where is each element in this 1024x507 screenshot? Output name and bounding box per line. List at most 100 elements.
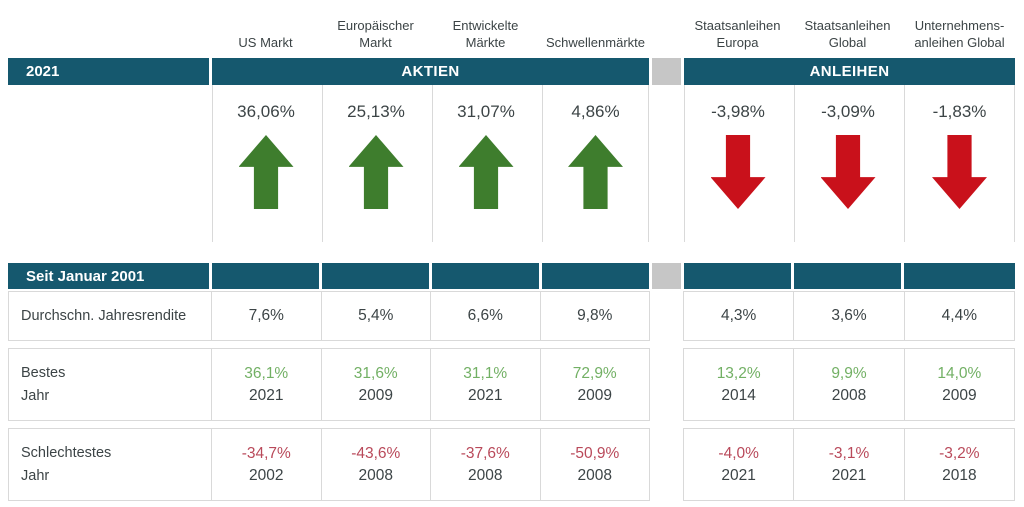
avg-value: 4,4% [941, 307, 977, 324]
section-divider [652, 263, 681, 289]
avg-return-europaeischer-markt: 5,4% [320, 292, 431, 340]
worst-year-unternehmensanleihen-global: -3,2% 2018 [903, 429, 1014, 500]
worst-pct: -4,0% [718, 444, 759, 462]
worst-pct: -34,7% [241, 444, 291, 462]
return-2021-us-markt: 36,06% [212, 85, 319, 242]
worst-pct: -43,6% [351, 444, 401, 462]
section-divider [652, 58, 681, 85]
worst-pct: -37,6% [460, 444, 510, 462]
worst-pct: -3,1% [828, 444, 870, 462]
anleihen-group-box: -4,0% 2021 -3,1% 2021 -3,2% 2018 [683, 428, 1015, 501]
band-seit-januar-2001: Seit Januar 2001 [8, 263, 1024, 289]
best-year-unternehmensanleihen-global: 14,0% 2009 [903, 349, 1014, 420]
column-header-us-markt: US Markt [238, 35, 293, 51]
best-year: 2009 [358, 386, 393, 404]
group-header-anleihen: ANLEIHEN [684, 58, 1015, 85]
return-2021-entwickelte-maerkte: 31,07% [432, 85, 539, 242]
group-header-aktien: AKTIEN [212, 58, 649, 85]
down-arrow-icon [710, 135, 766, 209]
return-value: -1,83% [932, 102, 987, 121]
worst-pct: -50,9% [570, 444, 620, 462]
best-year-us-markt: 36,1% 2021 [211, 349, 321, 420]
down-arrow-icon [820, 135, 876, 209]
avg-return-staatsanleihen-europa: 4,3% [684, 292, 793, 340]
best-year-europaeischer-markt: 31,6% 2009 [320, 349, 431, 420]
best-pct: 9,9% [831, 364, 867, 382]
worst-year: 2008 [358, 466, 393, 484]
avg-value: 9,8% [577, 307, 613, 324]
worst-year-staatsanleihen-global: -3,1% 2021 [793, 429, 903, 500]
best-year: 2008 [831, 386, 867, 404]
return-value: 4,86% [571, 102, 620, 121]
avg-return-unternehmensanleihen-global: 4,4% [903, 292, 1014, 340]
best-year-staatsanleihen-global: 9,9% 2008 [793, 349, 903, 420]
aktien-group-box: Schlechtestes Jahr -34,7% 2002 -43,6% 20… [8, 428, 650, 501]
band-segment [684, 263, 791, 289]
best-year: 2021 [468, 386, 503, 404]
avg-value: 5,4% [358, 307, 394, 324]
row-label-avg-return: Durchschn. Jahresrendite [21, 307, 187, 324]
best-year-schwellenmaerkte: 72,9% 2009 [539, 349, 650, 420]
avg-return-us-markt: 7,6% [211, 292, 321, 340]
worst-year-entwickelte-maerkte: -37,6% 2008 [430, 429, 540, 500]
column-header-staatsanleihen-global: Staatsanleihen Global [804, 18, 891, 51]
return-2021-schwellenmaerkte: 4,86% [542, 85, 649, 242]
band-segment [322, 263, 429, 289]
column-header-schwellenmaerkte: Schwellenmärkte [546, 35, 645, 51]
aktien-group-box: Bestes Jahr 36,1% 2021 31,6% 2009 31,1% … [8, 348, 650, 421]
divider-gap-cell [652, 85, 681, 242]
column-header-unternehmensanleihen-global: Unternehmens- anleihen Global [914, 18, 1005, 51]
avg-return-entwickelte-maerkte: 6,6% [430, 292, 540, 340]
worst-year-staatsanleihen-europa: -4,0% 2021 [684, 429, 793, 500]
down-arrow-icon [932, 135, 987, 209]
return-2021-staatsanleihen-global: -3,09% [794, 85, 901, 242]
avg-return-staatsanleihen-global: 3,6% [793, 292, 903, 340]
band-segment [212, 263, 319, 289]
avg-value: 4,3% [720, 307, 757, 324]
column-header-staatsanleihen-europa: Staatsanleihen Europa [694, 18, 781, 51]
return-value: 36,06% [237, 102, 295, 121]
avg-value: 7,6% [248, 307, 284, 324]
avg-value: 3,6% [831, 307, 867, 324]
best-pct: 14,0% [937, 364, 982, 382]
best-year: 2021 [249, 386, 284, 404]
return-2021-unternehmensanleihen-global: -1,83% [904, 85, 1015, 242]
worst-year-row: Schlechtestes Jahr -34,7% 2002 -43,6% 20… [8, 428, 1024, 501]
up-arrow-icon [568, 135, 623, 209]
band-segment [432, 263, 539, 289]
return-value: -3,09% [821, 102, 875, 121]
return-value: -3,98% [711, 102, 765, 121]
row-label-2021: 2021 [8, 58, 209, 85]
band-segment [904, 263, 1015, 289]
worst-year-schwellenmaerkte: -50,9% 2008 [539, 429, 650, 500]
anleihen-group-box: 13,2% 2014 9,9% 2008 14,0% 2009 [683, 348, 1015, 421]
best-pct: 72,9% [572, 364, 617, 382]
return-2021-staatsanleihen-europa: -3,98% [684, 85, 791, 242]
best-pct: 13,2% [716, 364, 761, 382]
return-value: 31,07% [457, 102, 515, 121]
row-label-seit-januar-2001: Seit Januar 2001 [8, 263, 209, 289]
band-2021: 2021 AKTIEN ANLEIHEN [8, 58, 1024, 85]
best-year: 2009 [942, 386, 977, 404]
column-header-entwickelte-maerkte: Entwickelte Märkte [452, 18, 519, 51]
best-pct: 31,6% [353, 364, 398, 382]
worst-year: 2018 [942, 466, 977, 484]
best-pct: 36,1% [244, 364, 289, 382]
worst-pct: -3,2% [939, 444, 980, 462]
avg-value: 6,6% [467, 307, 503, 324]
return-2021-europaeischer-markt: 25,13% [322, 85, 429, 242]
band-segment [542, 263, 649, 289]
worst-year: 2008 [577, 466, 612, 484]
column-header-europaeischer-markt: Europäischer Markt [337, 18, 414, 51]
row-label-best-year: Bestes Jahr [21, 365, 66, 404]
worst-year-us-markt: -34,7% 2002 [211, 429, 321, 500]
return-value: 25,13% [347, 102, 405, 121]
best-year-row: Bestes Jahr 36,1% 2021 31,6% 2009 31,1% … [8, 348, 1024, 421]
avg-return-schwellenmaerkte: 9,8% [539, 292, 650, 340]
anleihen-group-box: 4,3% 3,6% 4,4% [683, 291, 1015, 341]
best-year: 2009 [577, 386, 612, 404]
best-year: 2014 [721, 386, 756, 404]
best-year-entwickelte-maerkte: 31,1% 2021 [430, 349, 540, 420]
worst-year: 2008 [468, 466, 503, 484]
